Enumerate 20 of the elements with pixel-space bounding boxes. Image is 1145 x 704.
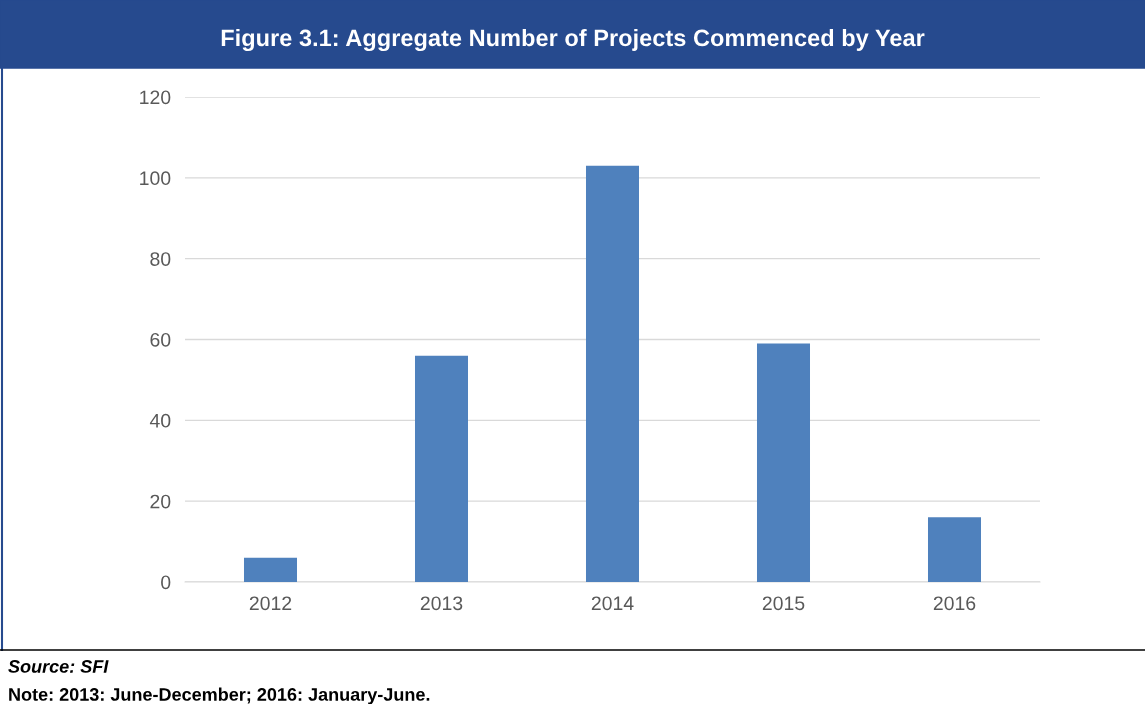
bar (585, 165, 639, 582)
bar (927, 517, 981, 582)
y-tick-label: 20 (150, 494, 171, 509)
x-tick-label: 2013 (420, 596, 463, 611)
bar (243, 557, 297, 582)
source-note: Source: SFI (8, 660, 109, 673)
y-tick-label: 0 (161, 575, 171, 590)
y-tick-label: 120 (140, 90, 171, 105)
bar (414, 355, 468, 582)
x-tick-label: 2014 (591, 596, 634, 611)
y-tick-label: 100 (140, 171, 171, 186)
text: Note: 2013: June-December; 2016: January-June. (9, 687, 430, 704)
bar (756, 343, 810, 582)
x-tick-label: 2015 (762, 596, 805, 611)
x-tick-label: 2012 (249, 596, 292, 611)
y-tick-label: 80 (150, 252, 171, 266)
x-tick-label: 2016 (933, 596, 976, 611)
y-tick-label: 60 (150, 332, 171, 347)
y-tick-label: 40 (149, 413, 171, 428)
chart-title: Figure 3.1: Aggregate Number of Projects Commenced by Year (221, 28, 925, 52)
